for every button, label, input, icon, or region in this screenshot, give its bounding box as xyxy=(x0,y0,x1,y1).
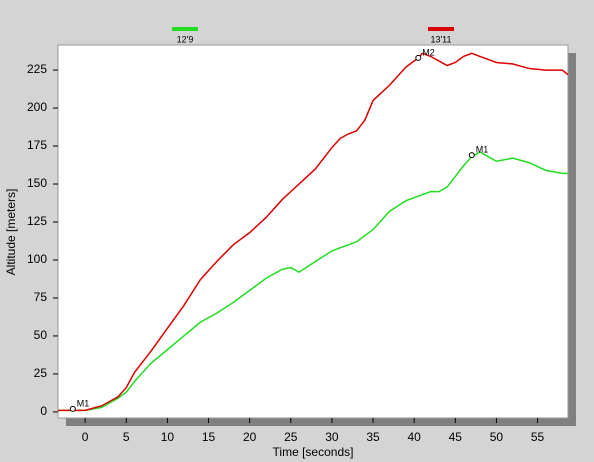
x-axis-label: Time [seconds] xyxy=(273,445,354,459)
marker-label: M1 xyxy=(476,145,489,155)
series-line xyxy=(58,151,568,412)
x-tick-label: 10 xyxy=(161,430,175,444)
y-tick-label: 125 xyxy=(27,214,47,228)
plot-area xyxy=(57,44,569,419)
y-tick-label: 25 xyxy=(34,366,48,380)
series-line xyxy=(58,52,569,412)
marker-label: M1 xyxy=(77,398,90,408)
y-tick-label: 0 xyxy=(40,404,47,418)
x-tick-label: 25 xyxy=(284,430,298,444)
y-tick-label: 175 xyxy=(27,138,47,152)
x-tick-label: 0 xyxy=(82,430,89,444)
legend-label: 13'11 xyxy=(430,34,451,44)
x-tick-label: 45 xyxy=(449,430,463,444)
marker xyxy=(69,405,76,412)
x-tick-label: 5 xyxy=(123,430,130,444)
x-tick-label: 15 xyxy=(202,430,216,444)
legend-label: 12'9 xyxy=(177,34,194,44)
x-tick-label: 20 xyxy=(243,430,257,444)
marker xyxy=(415,54,422,61)
x-tick-label: 40 xyxy=(407,430,421,444)
x-tick-label: 55 xyxy=(531,430,545,444)
y-tick-label: 50 xyxy=(34,328,48,342)
y-tick-label: 150 xyxy=(27,176,47,190)
y-tick-label: 75 xyxy=(34,290,48,304)
marker xyxy=(468,152,475,159)
marker-label: M2 xyxy=(422,47,435,57)
x-tick-label: 50 xyxy=(490,430,504,444)
x-tick-label: 30 xyxy=(325,430,339,444)
y-tick-label: 225 xyxy=(27,62,47,76)
y-axis-label: Altitude [meters] xyxy=(4,189,18,276)
y-tick-label: 200 xyxy=(27,100,47,114)
x-tick-label: 35 xyxy=(366,430,380,444)
y-tick-label: 100 xyxy=(27,252,47,266)
